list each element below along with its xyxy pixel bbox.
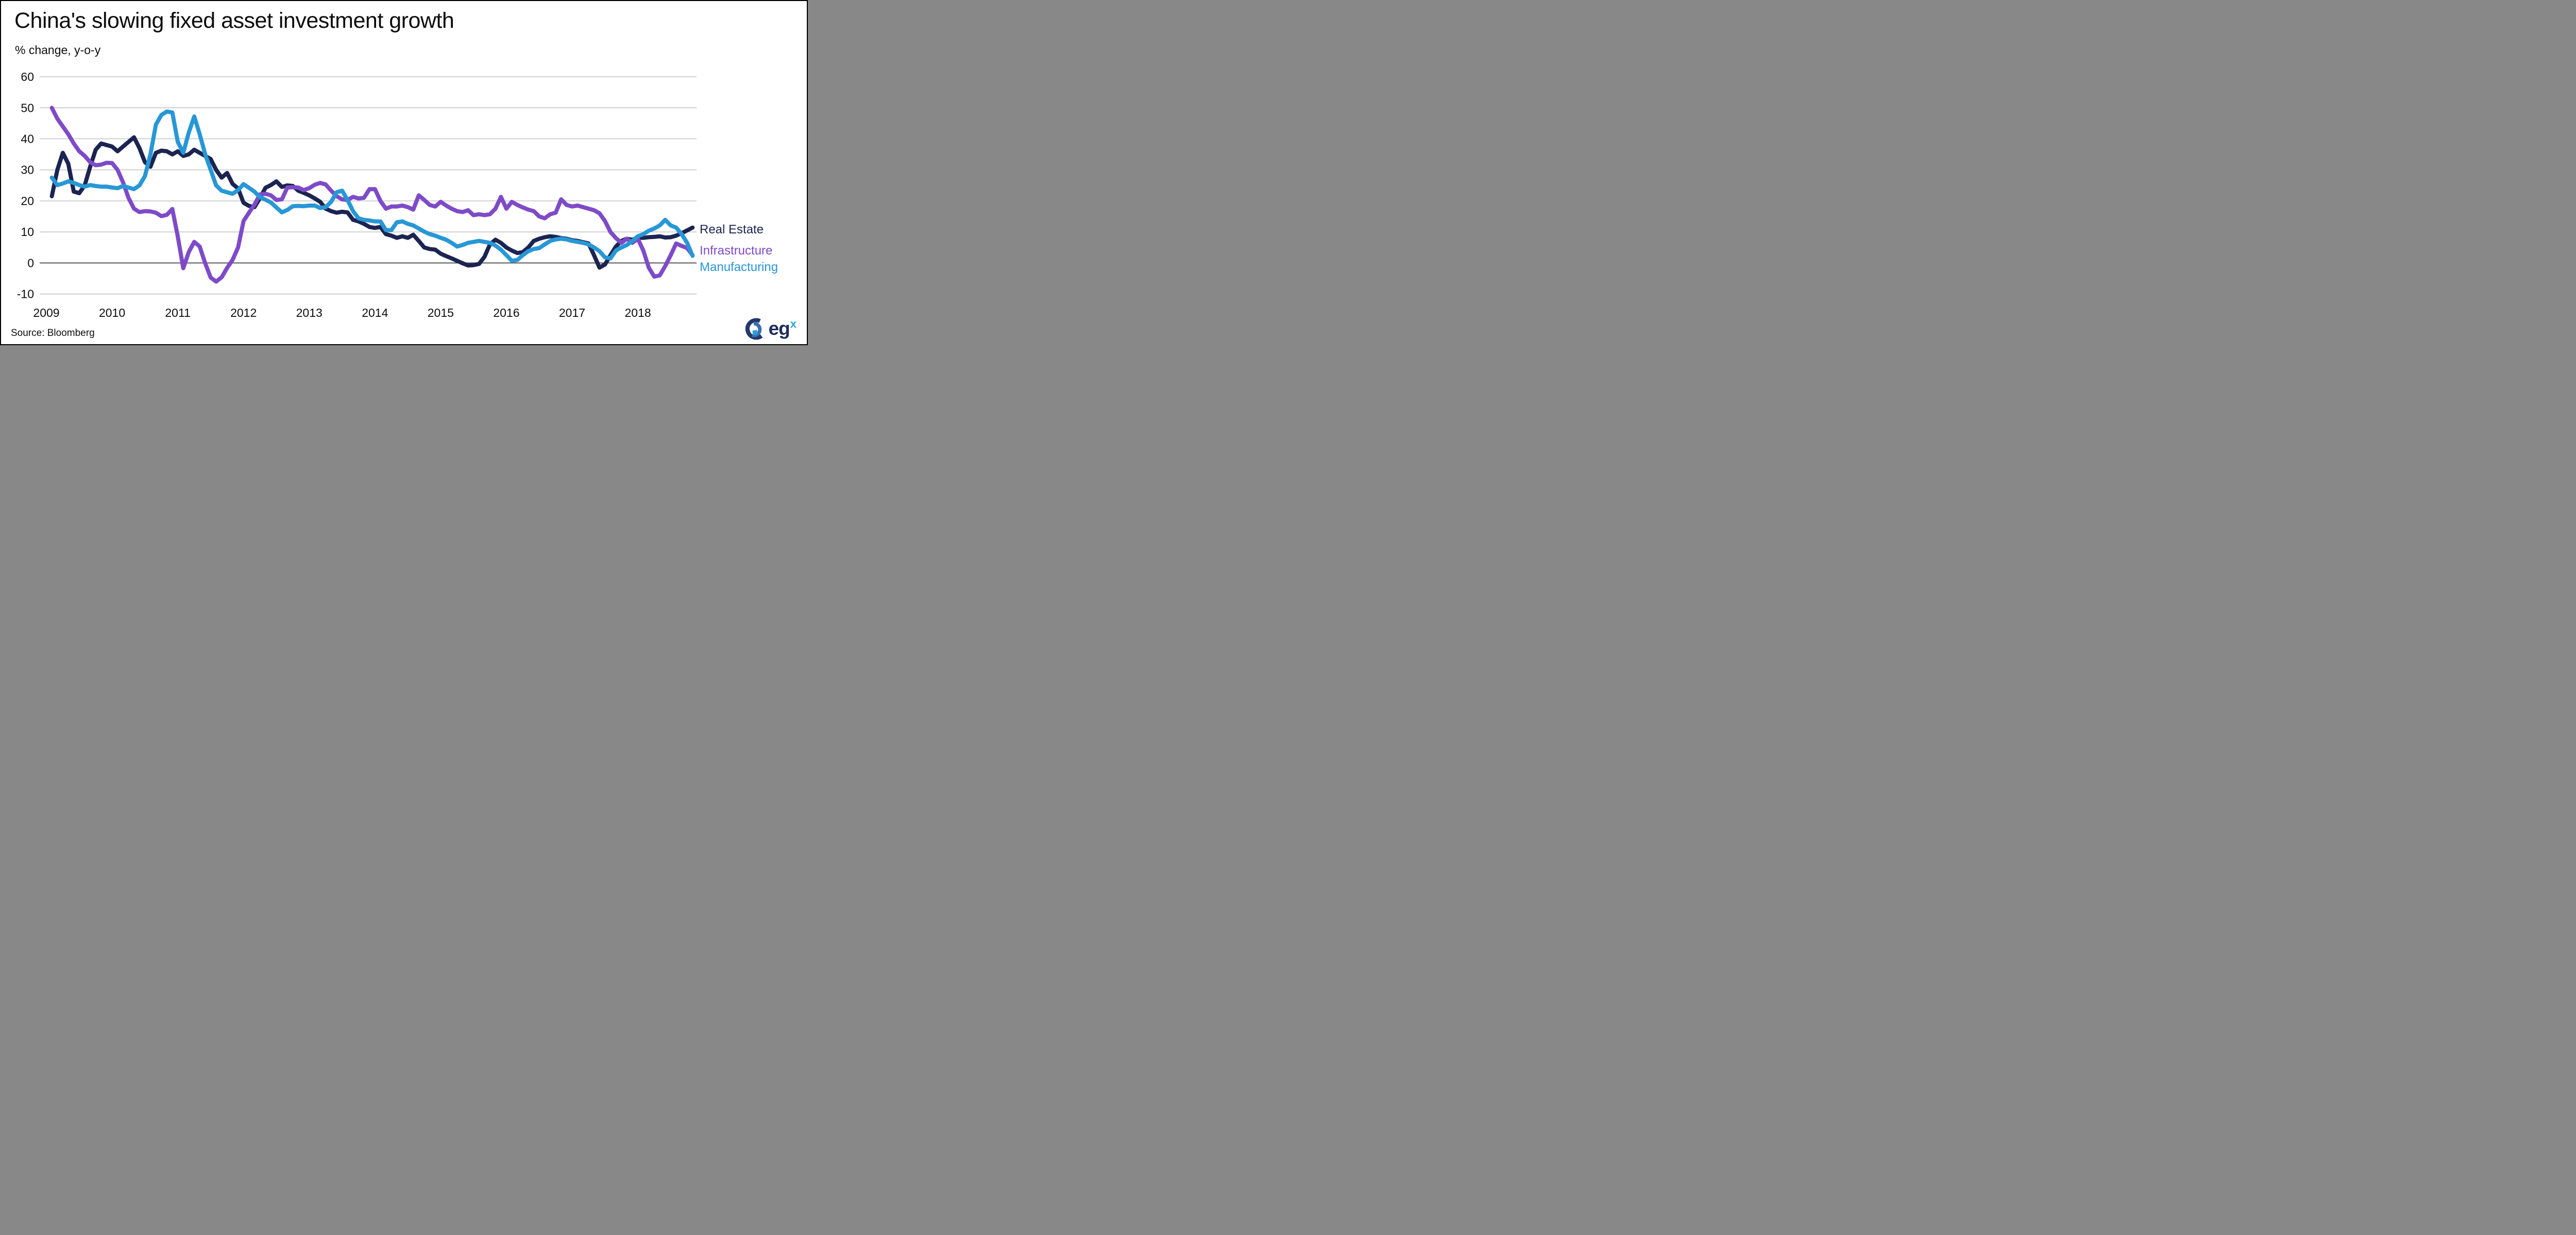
x-axis-tick-label: 2014 — [362, 306, 388, 319]
legend-real-estate: Real Estate — [700, 223, 764, 236]
x-axis-tick-label: 2009 — [33, 306, 59, 319]
egx-logo-sup-x: x — [790, 317, 796, 330]
y-axis-tick-label: 0 — [27, 256, 34, 269]
chart-figure: China's slowing fixed asset investment g… — [0, 0, 808, 345]
egx-logo-icon — [745, 318, 762, 340]
series-line-infrastructure — [49, 106, 695, 284]
y-axis-tick-label: 20 — [21, 194, 34, 208]
source-attribution: Source: Bloomberg — [11, 328, 95, 339]
y-axis-tick-label: -10 — [17, 287, 34, 301]
x-axis-tick-label: 2012 — [230, 306, 257, 319]
y-axis-tick-label: 40 — [21, 132, 34, 145]
x-axis-tick-label: 2017 — [559, 306, 585, 319]
legend-manufacturing: Manufacturing — [700, 260, 778, 274]
egx-logo-text: eg — [768, 318, 790, 339]
y-axis-tick-label: 30 — [21, 163, 34, 177]
x-axis-tick-label: 2018 — [624, 306, 651, 319]
series-line-manufacturing — [49, 109, 695, 263]
chart-subtitle: % change, y-o-y — [15, 43, 101, 57]
y-axis-tick-label: 60 — [21, 70, 34, 83]
legend-infrastructure: Infrastructure — [700, 244, 773, 258]
y-axis-tick-label: 10 — [21, 225, 34, 239]
x-axis-tick-label: 2016 — [493, 306, 519, 319]
y-axis-tick-label: 50 — [21, 101, 34, 114]
x-axis-tick-label: 2010 — [99, 306, 125, 319]
chart-title: China's slowing fixed asset investment g… — [14, 8, 454, 33]
x-axis-tick-label: 2015 — [428, 306, 454, 319]
x-axis-tick-label: 2011 — [165, 306, 190, 319]
egx-logo: eg x — [743, 317, 796, 341]
x-axis-tick-label: 2013 — [296, 306, 323, 319]
